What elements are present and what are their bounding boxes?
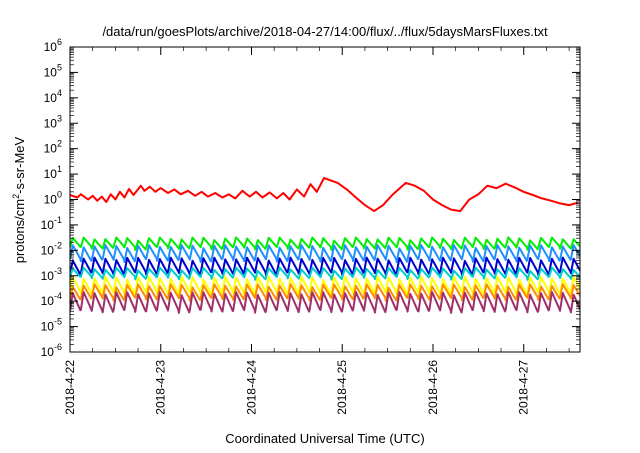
- y-axis: 10-6 10-5 10-4 10-3 10-2 10-1 100 101 102 103 104 1…: [41, 37, 580, 359]
- y-axis-label: protons/cm2-s-sr-MeV: [11, 136, 27, 263]
- chart-title: /data/run/goesPlots/archive/2018-04-27/1…: [102, 24, 548, 39]
- y-tick-label: 106: [44, 37, 62, 54]
- x-axis-label: Coordinated Universal Time (UTC): [225, 431, 424, 446]
- series-line: [70, 283, 580, 302]
- series-line: [70, 266, 580, 281]
- series-line: [70, 244, 580, 264]
- series-line: [70, 291, 580, 314]
- series-line: [70, 236, 580, 251]
- y-tick-label: 100: [44, 190, 62, 207]
- x-axis: 2018-4-22 2018-4-23 2018-4-24 2018-4-25 2018…: [63, 47, 570, 415]
- y-tick-label: 102: [44, 139, 62, 156]
- y-tick-label: 104: [44, 88, 62, 105]
- x-tick-label: 2018-4-24: [244, 360, 258, 415]
- y-tick-label: 10-4: [41, 291, 62, 308]
- y-tick-label: 10-2: [41, 240, 62, 257]
- y-tick-label: 10-3: [41, 266, 62, 283]
- y-tick-label: 10-5: [41, 317, 62, 334]
- series-line: [70, 177, 579, 213]
- y-axis-label-rest: -s-sr-MeV: [12, 136, 27, 193]
- x-tick-label: 2018-4-22: [63, 360, 77, 415]
- series-line: [70, 256, 580, 277]
- y-tick-label: 103: [44, 113, 62, 130]
- y-tick-label: 105: [44, 62, 62, 79]
- y-tick-label: 10-6: [41, 342, 62, 359]
- y-axis-label-sup: 2: [11, 194, 21, 199]
- x-tick-label: 2018-4-27: [517, 360, 531, 415]
- series-line: [70, 275, 580, 297]
- x-tick-label: 2018-4-25: [335, 360, 349, 415]
- y-tick-label: 101: [44, 164, 62, 181]
- y-tick-label: 10-1: [41, 215, 62, 232]
- x-tick-label: 2018-4-23: [154, 360, 168, 415]
- x-tick-label: 2018-4-26: [426, 360, 440, 415]
- y-axis-label-main: protons/cm: [12, 199, 27, 263]
